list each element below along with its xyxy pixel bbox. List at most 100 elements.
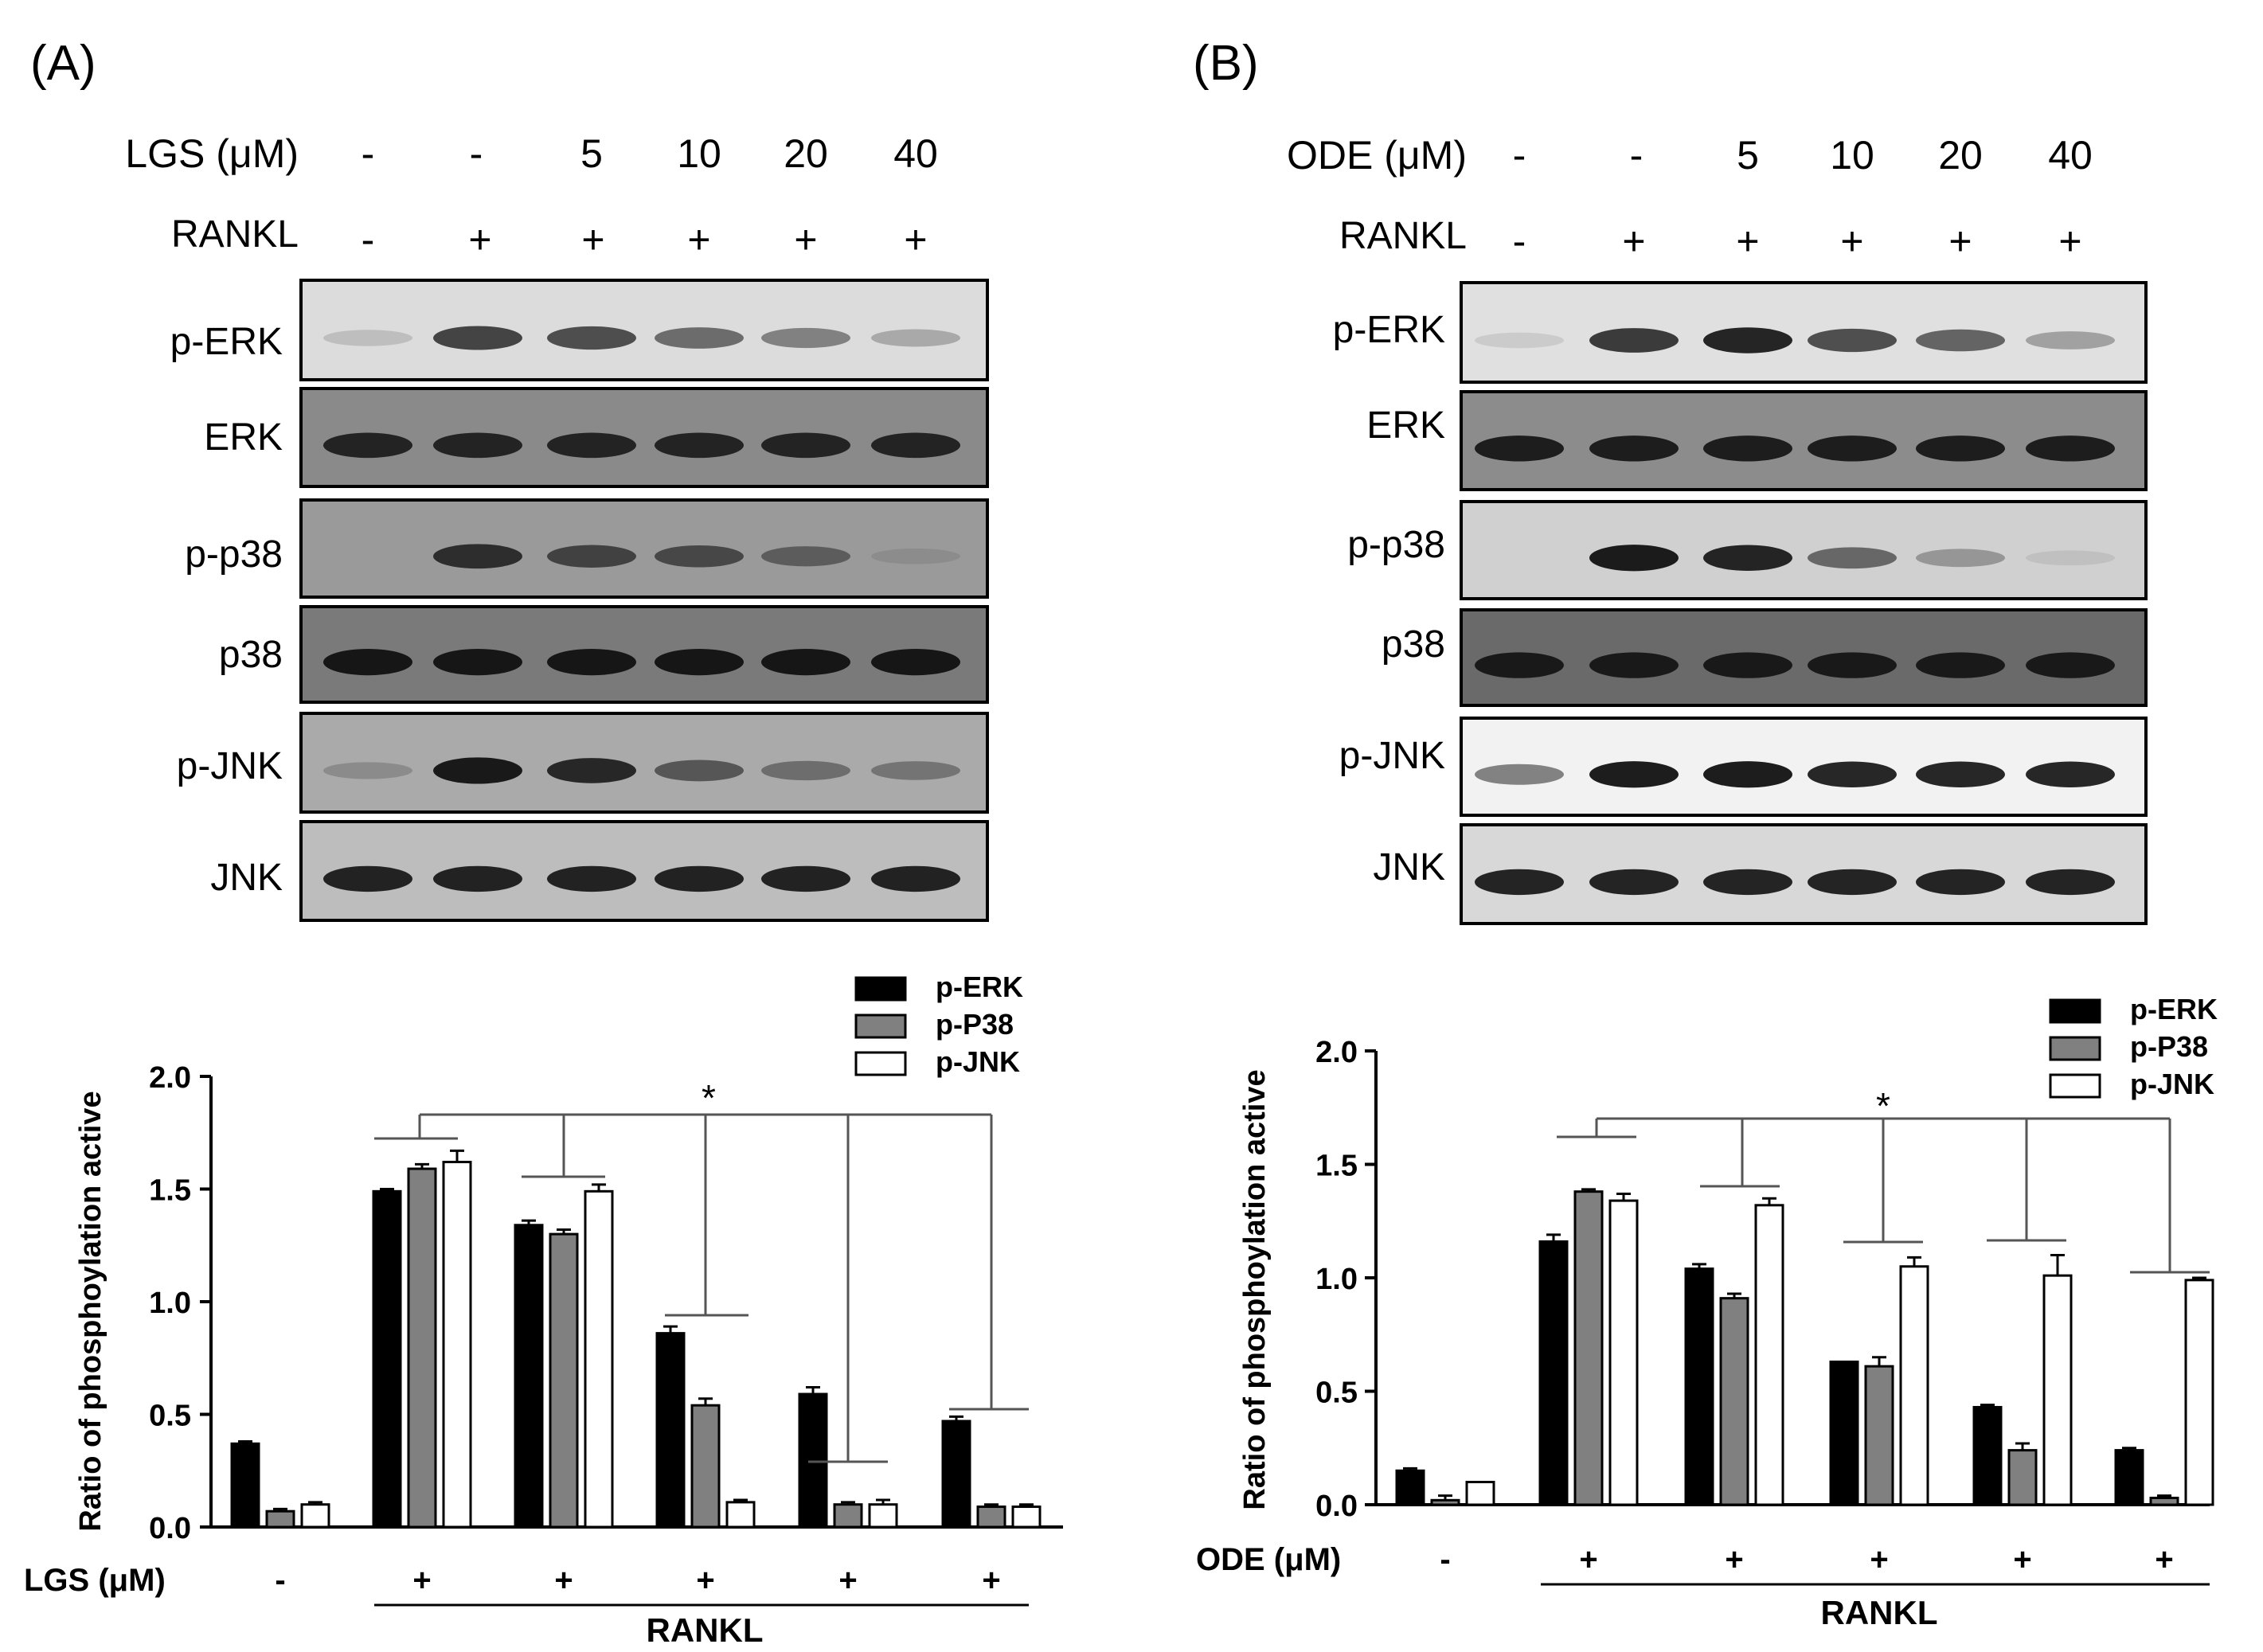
panel-a-blot-row-6-label: JNK [210, 857, 283, 899]
bar-p-erk [655, 1332, 686, 1529]
y-tick-label: 2.0 [1315, 1036, 1358, 1069]
panel-b-blot-row-4-label: p38 [1382, 623, 1445, 666]
blot-band [1703, 761, 1792, 788]
blot-strip [299, 605, 989, 704]
panel-a-blot-row-2: ERK [204, 387, 989, 488]
panel-a-lane-3-rankl: + [581, 217, 604, 262]
bar-p-jnk [1011, 1506, 1042, 1529]
panel-a-significance-marker: * [702, 1077, 716, 1119]
panel-a-lane-4-rankl: + [687, 217, 710, 262]
blot-band [433, 326, 522, 350]
blot-band [547, 649, 636, 676]
panel-a-blot-row-4-image [299, 605, 989, 704]
legend-swatch-p-jnk [854, 1051, 907, 1076]
legend-label-p-jnk: p-JNK [936, 1045, 1020, 1078]
blot-band [761, 865, 850, 892]
x-group-label: + [2013, 1542, 2031, 1577]
panel-b-treatment-label: ODE (μM) [1287, 133, 1467, 178]
blot-band [761, 432, 850, 459]
bar-p-jnk [1608, 1199, 1639, 1506]
bar-p-p38 [1430, 1498, 1460, 1506]
blot-band [1703, 435, 1792, 462]
blot-band [1916, 761, 2005, 787]
blot-band [433, 432, 522, 459]
panel-b-blot-row-2-label: ERK [1366, 404, 1445, 447]
legend-swatch-p-jnk [2049, 1073, 2101, 1099]
x-group-label: + [412, 1563, 431, 1598]
blot-band [323, 330, 412, 346]
panel-a-label: (A) [30, 36, 96, 91]
x-group-label: + [1870, 1542, 1888, 1577]
panel-a-lane-3-dose: 5 [580, 131, 603, 176]
blot-band [1475, 332, 1564, 349]
panel-a-blot-row-6: JNK [210, 820, 989, 922]
panel-b-blot-row-1-label: p-ERK [1333, 309, 1445, 351]
x-group-label: + [838, 1563, 857, 1598]
panel-b-blot-row-2: ERK [1366, 390, 2148, 491]
panel-a-lane-1-rankl: - [362, 217, 375, 262]
bar-p-erk [941, 1420, 971, 1529]
legend-swatch-p-erk [854, 976, 907, 1002]
blot-band [1916, 652, 2005, 678]
panel-a-lane-4-dose: 10 [677, 131, 721, 176]
blot-band [1916, 549, 2005, 568]
panel-b-lane-1-rankl: - [1513, 219, 1526, 264]
panel-b-lane-2-rankl: + [1622, 219, 1645, 264]
panel-b-blot-row-4-image [1460, 608, 2148, 707]
panel-a-rankl-label: RANKL [171, 213, 299, 256]
bar-p-p38 [407, 1167, 437, 1529]
blot-band [2026, 761, 2115, 787]
blot-band [1808, 761, 1897, 787]
legend-swatch-p-p38 [854, 1013, 907, 1039]
panel-b-blot-row-3: p-p38 [1347, 500, 2148, 600]
panel-b-chart-marks: 0.0 0.5 1.0 1.5 2.0 - + + + + + p-ERK p-P38 p-JNK [1315, 993, 2218, 1586]
blot-band [1589, 869, 1679, 896]
x-group-label: + [1579, 1542, 1597, 1577]
panel-b-blot-row-3-label: p-p38 [1347, 524, 1445, 566]
x-group-label: + [982, 1563, 1000, 1598]
blot-band [1808, 328, 1897, 353]
panel-a-blot-row-1-image [299, 279, 989, 381]
legend-swatch-p-p38 [2049, 1036, 2101, 1061]
blot-band [871, 548, 960, 564]
panel-b-rankl-bracket-label: RANKL [1821, 1594, 1938, 1631]
blot-band [1475, 869, 1564, 896]
panel-a-blot-row-2-image [299, 387, 989, 488]
bar-p-jnk [584, 1189, 614, 1529]
panel-b-rankl-label: RANKL [1339, 215, 1467, 257]
x-group-label: + [696, 1563, 714, 1598]
panel-a-y-axis-label: Ratio of phosphoylation active [74, 1091, 107, 1531]
bar-p-p38 [1719, 1297, 1749, 1506]
panel-b-blot-row-5-image [1460, 717, 2148, 817]
legend-label-p-erk: p-ERK [2130, 993, 2218, 1025]
panel-a-western-blot: LGS (μM) - - 5 10 20 40 RANKL - + + + + … [125, 131, 989, 922]
panel-a-lane-6-dose: 40 [893, 131, 938, 176]
bar-p-p38 [833, 1503, 863, 1529]
bar-p-erk [514, 1224, 544, 1529]
bar-p-jnk [1465, 1481, 1495, 1506]
panel-b-lane-4-dose: 10 [1830, 133, 1874, 178]
blot-band [323, 865, 412, 892]
blot-band [1589, 761, 1679, 788]
blot-band [761, 546, 850, 567]
blot-band [1589, 545, 1679, 572]
panel-a-x-axis-label: LGS (μM) [24, 1563, 166, 1598]
x-group-label: + [554, 1563, 573, 1598]
blot-band [433, 757, 522, 784]
bar-p-erk [1684, 1267, 1714, 1506]
panel-a: (A) LGS (μM) - - 5 10 20 40 RANKL - + + … [24, 36, 1063, 1649]
legend-label-p-p38: p-P38 [936, 1008, 1014, 1041]
panel-b-x-axis-label: ODE (μM) [1196, 1542, 1341, 1577]
blot-band [547, 758, 636, 783]
legend-swatch-p-erk [2049, 998, 2101, 1024]
panel-b-lane-6-rankl: + [2058, 219, 2081, 264]
panel-a-blot-row-1: p-ERK [170, 279, 989, 381]
panel-a-lane-2-dose: - [470, 131, 483, 176]
blot-band [2026, 652, 2115, 678]
blot-band [433, 649, 522, 676]
panel-b-lane-2-dose: - [1630, 133, 1644, 178]
panel-b-lane-5-rankl: + [1948, 219, 1972, 264]
blot-band [1916, 435, 2005, 462]
bar-p-p38 [1864, 1365, 1894, 1506]
blot-band [1808, 547, 1897, 569]
